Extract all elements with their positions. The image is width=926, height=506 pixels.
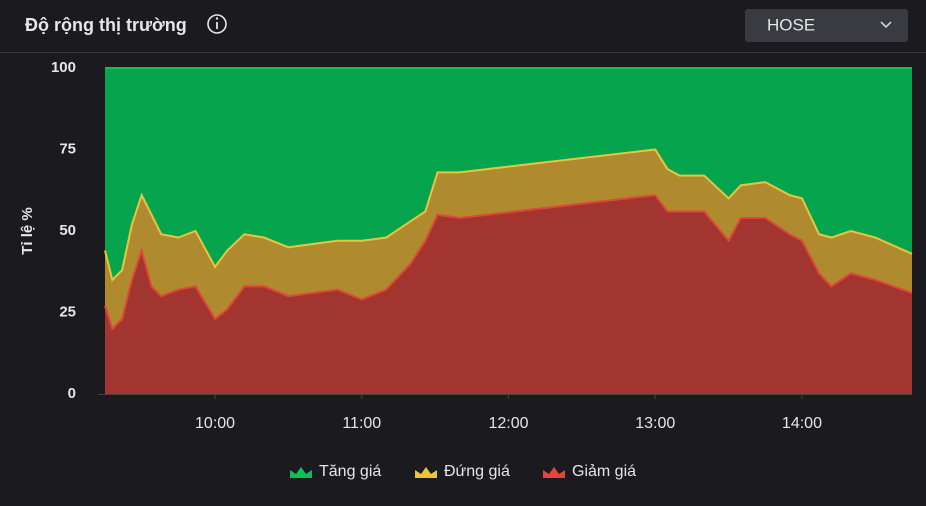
legend-label: Giảm giá xyxy=(572,463,636,480)
legend-icon xyxy=(543,467,565,478)
area xyxy=(105,149,912,329)
legend-item[interactable]: Tăng giá xyxy=(290,463,381,480)
x-tick-label: 14:00 xyxy=(782,415,822,432)
legend-label: Đứng giá xyxy=(444,463,510,480)
market-dropdown[interactable]: HOSE xyxy=(745,9,908,42)
legend-icon xyxy=(415,467,437,478)
info-icon[interactable] xyxy=(207,14,227,34)
dropdown-label: HOSE xyxy=(767,15,815,34)
y-tick-label: 25 xyxy=(59,303,76,320)
x-tick-label: 12:00 xyxy=(488,415,528,432)
area xyxy=(105,195,912,394)
area-edge xyxy=(104,148,913,282)
x-tick-label: 13:00 xyxy=(635,415,675,432)
y-tick-label: 75 xyxy=(59,140,76,157)
y-tick-label: 100 xyxy=(51,59,76,76)
widget-title: Độ rộng thị trường xyxy=(25,15,187,35)
legend-item[interactable]: Đứng giá xyxy=(415,463,510,480)
legend-item[interactable]: Giảm giá xyxy=(543,463,636,480)
x-tick-label: 11:00 xyxy=(342,415,381,432)
y-axis-label: Tỉ lệ % xyxy=(19,207,36,255)
y-tick-label: 50 xyxy=(59,222,76,239)
area xyxy=(105,68,912,280)
y-tick-label: 0 xyxy=(68,385,76,402)
legend-label: Tăng giá xyxy=(319,463,381,480)
area-edge xyxy=(104,194,913,331)
legend-icon xyxy=(290,467,312,478)
x-tick-label: 10:00 xyxy=(195,415,235,432)
